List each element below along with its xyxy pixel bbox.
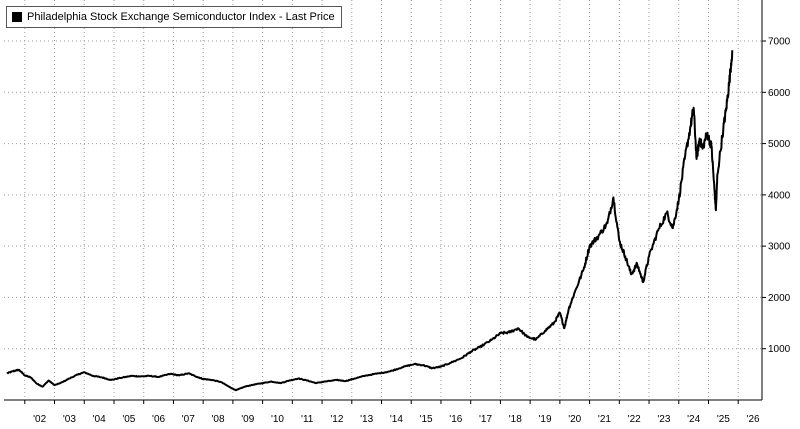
chart-axes xyxy=(4,0,763,401)
x-tick-label: '21 xyxy=(598,414,611,425)
x-tick-label: '17 xyxy=(479,414,492,425)
x-tick-label: '26 xyxy=(747,414,760,425)
x-tick-label: '13 xyxy=(360,414,373,425)
legend-swatch xyxy=(12,12,22,22)
y-tick-label: 2000 xyxy=(768,293,791,304)
y-tick-label: 7000 xyxy=(768,37,791,48)
x-tick-label: '04 xyxy=(93,414,106,425)
x-axis-ticks: '02 '03 '04 '05 '06 '07 '08 '09 '10 '11 '12 '13 '14 '… xyxy=(24,400,760,425)
x-tick-label: '02 xyxy=(33,414,46,425)
x-tick-label: '16 xyxy=(449,414,462,425)
x-tick-label: '11 xyxy=(301,414,314,425)
x-tick-label: '18 xyxy=(509,414,522,425)
x-tick-label: '03 xyxy=(63,414,76,425)
x-tick-label: '22 xyxy=(628,414,641,425)
x-tick-label: '12 xyxy=(330,414,343,425)
x-tick-label: '25 xyxy=(717,414,730,425)
x-tick-label: '14 xyxy=(390,414,403,425)
y-tick-label: 4000 xyxy=(768,190,791,201)
y-tick-label: 3000 xyxy=(768,242,791,253)
y-tick-label: 6000 xyxy=(768,88,791,99)
x-tick-label: '15 xyxy=(420,414,433,425)
x-tick-label: '19 xyxy=(538,414,551,425)
y-tick-label: 5000 xyxy=(768,139,791,150)
x-tick-label: '10 xyxy=(271,414,284,425)
series-line xyxy=(6,50,734,392)
x-tick-label: '07 xyxy=(182,414,195,425)
y-axis-ticks: 1000 2000 3000 4000 5000 6000 7000 xyxy=(762,37,791,355)
legend-entry: Philadelphia Stock Exchange Semiconducto… xyxy=(27,11,335,23)
series-group xyxy=(6,50,734,392)
x-tick-label: '08 xyxy=(212,414,225,425)
grid-lines xyxy=(4,0,762,400)
x-tick-label: '20 xyxy=(568,414,581,425)
x-tick-label: '06 xyxy=(152,414,165,425)
chart-legend: Philadelphia Stock Exchange Semiconducto… xyxy=(6,6,342,28)
y-tick-label: 1000 xyxy=(768,344,791,355)
x-tick-label: '05 xyxy=(122,414,135,425)
x-tick-label: '23 xyxy=(657,414,670,425)
x-tick-label: '09 xyxy=(241,414,254,425)
x-tick-label: '24 xyxy=(687,414,700,425)
